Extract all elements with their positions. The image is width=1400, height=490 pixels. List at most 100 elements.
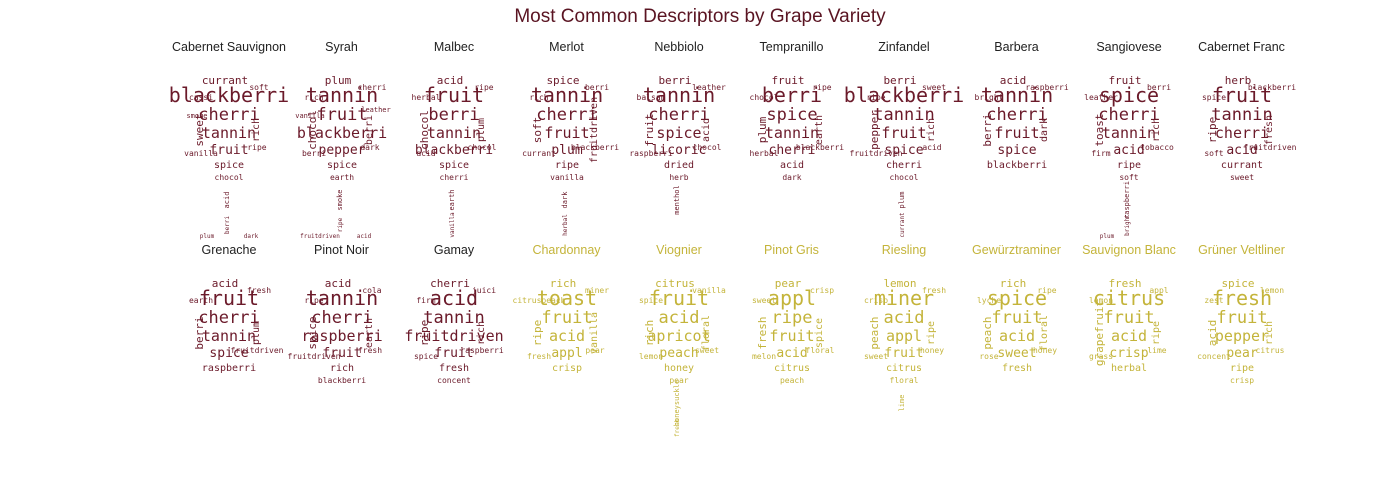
cloud-word: floral xyxy=(805,346,834,355)
cloud-word: herbal xyxy=(412,93,441,102)
panel-title: Tempranillo xyxy=(759,40,824,54)
cloud-word: acid xyxy=(998,327,1034,345)
wordcloud-panel: Syrah tannin fruit blackberri pepper plum choc… xyxy=(280,40,404,240)
cloud-word: ripe xyxy=(1151,321,1162,345)
cloud-word: fruit xyxy=(424,83,484,107)
cloud-word: chocol xyxy=(418,110,431,150)
cloud-word: acid xyxy=(1111,327,1147,345)
cloud-word: ripe xyxy=(1206,117,1219,144)
cloud-word: plum xyxy=(756,116,769,143)
cloud-word: citrus xyxy=(1255,346,1284,355)
cloud-word: fruit xyxy=(1108,74,1141,87)
cloud-word: fresh xyxy=(756,316,769,349)
cloud-word: tannin xyxy=(202,327,256,345)
cloud-word: tobacco xyxy=(1140,143,1174,152)
cloud-word: cherri xyxy=(311,308,372,328)
cloud-word: fruit xyxy=(199,286,259,310)
cloud-word: acid xyxy=(437,74,464,87)
cloud-word: berri xyxy=(193,316,206,349)
cloud-word: ripe xyxy=(474,83,493,92)
wordcloud-panel: Gamay acid tannin fruitdriven fruit cherri rip… xyxy=(392,243,516,443)
cloud-word: herbal xyxy=(562,214,569,236)
panel-title: Zinfandel xyxy=(878,40,930,54)
cloud-word: cola xyxy=(362,286,381,295)
cloud-word: fruit xyxy=(209,143,248,158)
cloud-word: berri xyxy=(761,83,821,107)
wordcloud-panel: Grüner Veltliner fresh fruit pepper pear spic… xyxy=(1180,243,1304,443)
cloud-word: acid xyxy=(884,308,925,328)
cloud-word: pepper xyxy=(1214,327,1268,345)
panel-title: Nebbiolo xyxy=(654,40,704,54)
cloud-word: cherri xyxy=(357,83,386,92)
wordcloud-panel: Malbec fruit berri tannin blackberri acid choc… xyxy=(392,40,516,240)
cloud-word: blackberri xyxy=(795,143,843,152)
cloud-word: sweet xyxy=(997,346,1036,361)
cloud-word: herbal xyxy=(749,149,778,158)
cloud-word: smoke xyxy=(186,112,207,120)
cloud-word: fresh xyxy=(247,286,271,295)
wordcloud-panel: Cabernet Franc fruit tannin cherri acid herb r… xyxy=(1180,40,1304,240)
cloud-word: blackberri xyxy=(415,143,493,158)
cloud-word: ripe xyxy=(554,160,578,171)
cloud-word: chocol xyxy=(693,143,722,152)
cloud-word: acid xyxy=(1113,143,1144,158)
cloud-word: vanilla xyxy=(589,312,600,354)
cloud-word: tannin xyxy=(980,83,1052,107)
cloud-word: peach xyxy=(981,316,994,349)
cloud-word: acid xyxy=(1226,143,1257,158)
cloud-word: currant xyxy=(522,149,556,158)
cloud-word: pear xyxy=(1226,346,1257,361)
cloud-word: ripe xyxy=(418,320,431,347)
cloud-word: rich xyxy=(926,118,937,142)
cloud-word: vanilla xyxy=(295,112,325,120)
cloud-word: apricot xyxy=(647,327,710,345)
cloud-word: berri xyxy=(224,216,231,234)
cloud-word: spice xyxy=(1099,83,1159,107)
cloud-word: plum xyxy=(1100,233,1115,240)
cloud-word: toast xyxy=(1093,113,1106,146)
cloud-word: floral xyxy=(890,376,919,385)
cloud-word: honey xyxy=(1032,346,1056,355)
cloud-word: fruit xyxy=(316,105,367,125)
panel-title: Gamay xyxy=(433,243,475,257)
cloud-word: fruit xyxy=(771,74,804,87)
cloud-word: sweet xyxy=(695,346,719,355)
cloud-word: blackberri xyxy=(1247,83,1295,92)
cloud-word: soft xyxy=(531,117,544,144)
wordcloud-panel: Gewürztraminer spice fruit acid sweet rich pea… xyxy=(955,243,1079,443)
cloud-word: plum xyxy=(898,192,906,209)
panel-title: Sauvignon Blanc xyxy=(1082,243,1176,257)
cloud-word: sweet xyxy=(922,83,946,92)
cloud-word: fruit xyxy=(994,124,1039,142)
cloud-word: miner xyxy=(874,286,934,310)
cloud-word: blackberri xyxy=(570,143,618,152)
cloud-word: pear xyxy=(585,346,604,355)
cloud-word: rich xyxy=(304,93,323,102)
cloud-word: lyche xyxy=(976,296,1000,305)
cloud-word: tannin xyxy=(764,124,818,142)
cloud-word: ripe xyxy=(771,308,812,328)
cloud-word: plum xyxy=(251,321,262,345)
cloud-word: fruit xyxy=(544,124,589,142)
panel-title: Pinot Gris xyxy=(764,243,819,257)
cloud-word: honey xyxy=(920,346,944,355)
cloud-word: raspberri xyxy=(301,327,382,345)
cloud-word: citrus xyxy=(773,363,809,374)
cloud-word: cherri xyxy=(886,160,922,171)
cloud-word: dried xyxy=(664,160,694,171)
cloud-word: rose xyxy=(979,352,998,361)
cloud-word: earth xyxy=(364,318,375,348)
cloud-word: cherri xyxy=(1214,124,1268,142)
cloud-word: spice xyxy=(214,160,244,171)
cloud-word: chocol xyxy=(890,173,919,182)
cloud-word: rich xyxy=(529,93,548,102)
cloud-word: chocol xyxy=(215,173,244,182)
cloud-word: currant xyxy=(1220,160,1262,171)
cloud-word: appl xyxy=(1149,286,1168,295)
